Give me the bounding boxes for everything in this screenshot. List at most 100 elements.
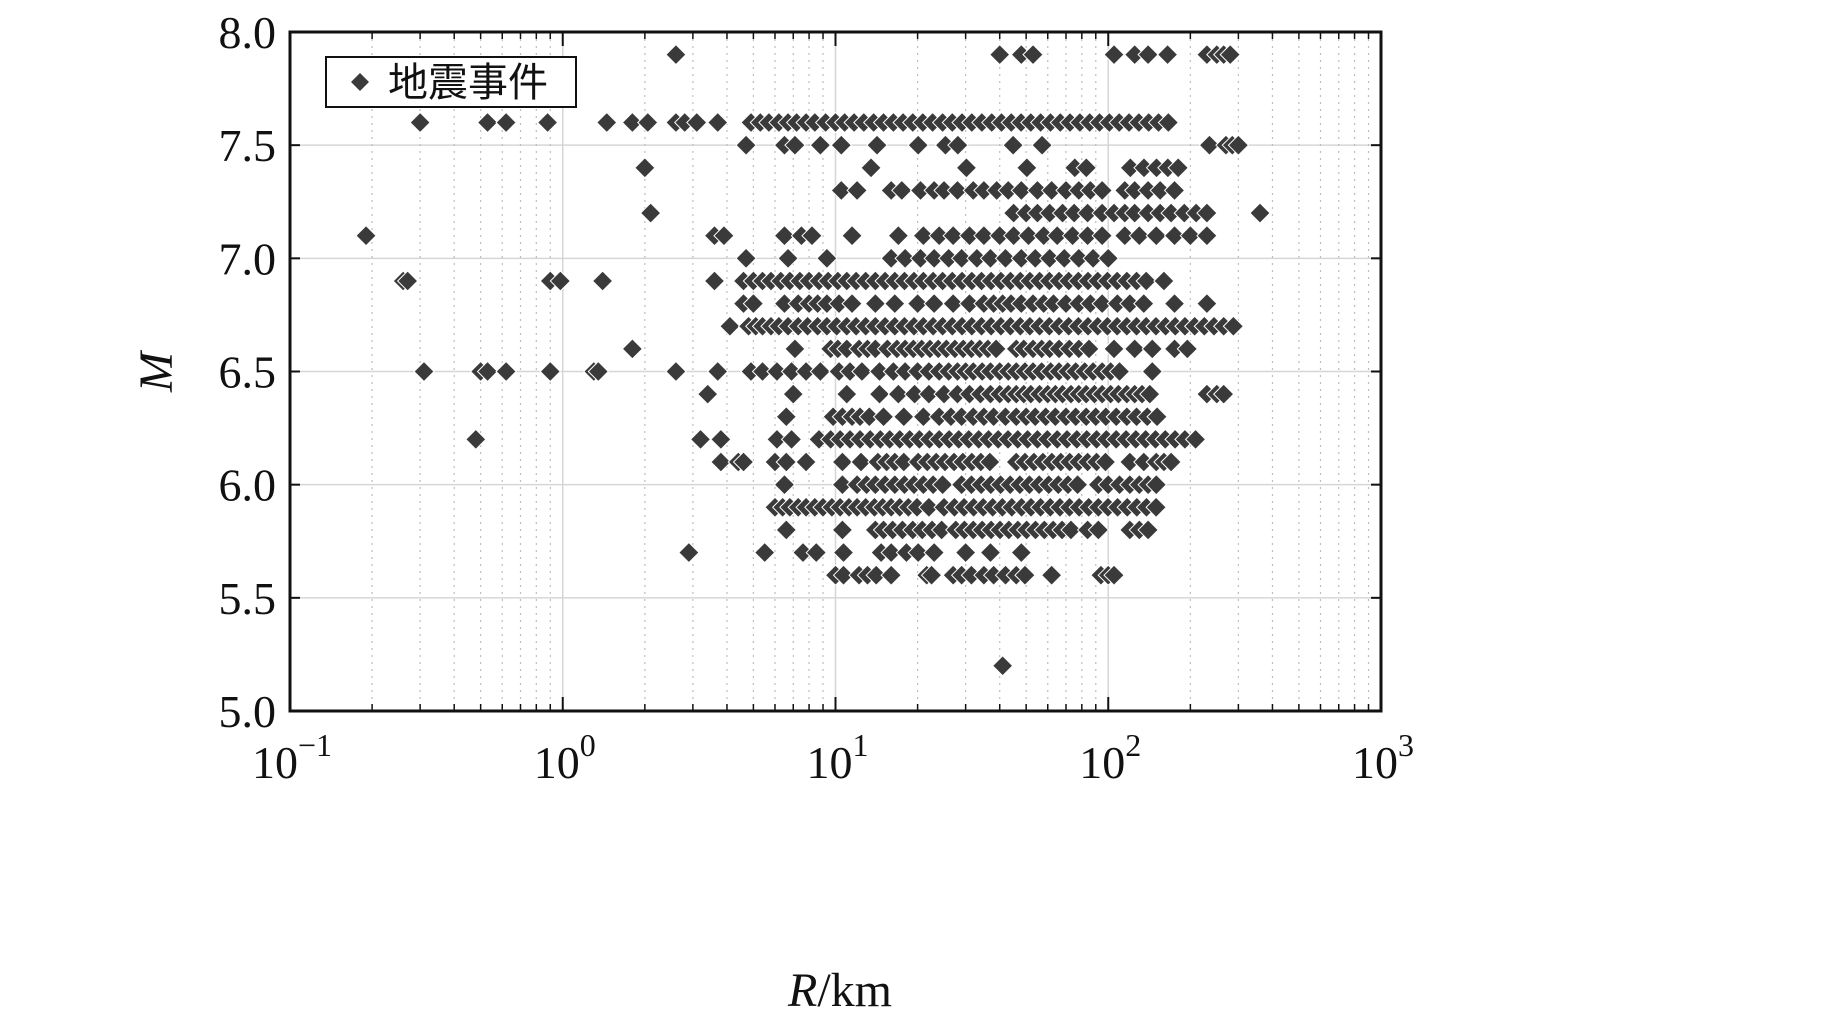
data-point — [1075, 157, 1098, 179]
y-tick-label: 7.0 — [219, 233, 277, 284]
data-point — [775, 519, 797, 541]
data-point — [1010, 541, 1033, 564]
data-point — [1179, 224, 1202, 247]
data-point — [1040, 564, 1063, 586]
data-point — [1196, 224, 1218, 247]
data-point — [816, 247, 838, 270]
data-point — [801, 224, 823, 247]
data-point — [1091, 224, 1113, 247]
data-point — [396, 270, 419, 292]
data-point — [954, 541, 977, 564]
data-point — [989, 43, 1011, 66]
data-point — [1167, 157, 1189, 179]
data-point — [979, 541, 1002, 564]
data-point — [355, 224, 377, 247]
data-point — [880, 564, 902, 586]
data-point — [795, 451, 817, 473]
data-point — [903, 383, 926, 405]
data-point — [846, 179, 868, 202]
data-point — [1139, 383, 1161, 405]
data-point — [931, 473, 954, 496]
data-point — [1153, 270, 1175, 292]
data-point — [809, 360, 832, 383]
data-points — [355, 43, 1271, 677]
data-point — [1060, 519, 1082, 541]
data-point — [1133, 292, 1155, 315]
data-point — [732, 451, 755, 473]
data-point — [923, 292, 945, 315]
data-point — [1002, 134, 1024, 156]
data-point — [1156, 43, 1179, 66]
data-point — [850, 451, 872, 473]
data-point — [809, 134, 832, 156]
x-tick-label: 102 — [1079, 727, 1141, 788]
data-point — [697, 383, 719, 405]
data-point — [894, 247, 916, 270]
data-point — [713, 224, 735, 247]
data-point — [942, 224, 964, 247]
data-point — [973, 224, 995, 247]
data-point — [1135, 270, 1157, 292]
data-point — [1212, 383, 1235, 405]
plot-frame — [288, 30, 1383, 713]
data-point — [621, 338, 644, 360]
data-point — [906, 292, 929, 315]
data-point — [1091, 292, 1113, 315]
data-point — [1014, 564, 1036, 586]
data-point — [1219, 43, 1241, 66]
x-axis-label-unit: /km — [817, 964, 892, 1017]
data-point — [742, 292, 765, 315]
data-point — [1022, 43, 1044, 66]
data-point — [1198, 134, 1221, 156]
data-point — [591, 270, 614, 292]
x-tick-label-base: 10 — [534, 737, 580, 788]
data-point — [596, 111, 618, 134]
data-point — [1016, 157, 1038, 179]
data-point — [1163, 179, 1186, 202]
data-point — [942, 292, 964, 315]
data-point — [1227, 134, 1250, 156]
data-point — [773, 473, 796, 496]
x-tick-label-exponent: 0 — [580, 727, 596, 763]
data-point — [587, 360, 610, 383]
data-point — [1094, 451, 1117, 473]
data-point — [887, 383, 910, 405]
data-point — [634, 157, 656, 179]
x-tick-label-exponent: 3 — [1398, 727, 1414, 763]
data-point — [773, 224, 796, 247]
data-point — [766, 360, 788, 383]
data-point — [1076, 202, 1099, 224]
data-point — [830, 179, 852, 202]
data-point — [751, 360, 774, 383]
data-point — [1053, 247, 1076, 270]
data-point — [476, 360, 499, 383]
data-point — [1002, 224, 1025, 247]
data-point — [1114, 224, 1136, 247]
x-tick-label-exponent: 1 — [853, 727, 869, 763]
data-point — [1137, 43, 1159, 66]
data-point — [947, 134, 969, 156]
data-point — [955, 157, 978, 179]
data-point — [735, 134, 757, 156]
data-point — [831, 451, 854, 473]
data-point — [1082, 247, 1104, 270]
data-point — [665, 43, 687, 66]
data-point — [1145, 473, 1167, 496]
y-tick-labels: 5.0 5.5 6.0 6.5 7.0 7.5 8.0 — [219, 7, 277, 737]
data-point — [1141, 360, 1163, 383]
data-point — [775, 451, 797, 473]
data-point — [782, 383, 804, 405]
data-point — [678, 541, 700, 564]
data-point — [958, 292, 981, 315]
y-tick-label: 5.5 — [219, 573, 277, 624]
data-point — [1091, 179, 1113, 202]
data-point — [735, 247, 757, 270]
data-point — [805, 541, 827, 564]
x-tick-label-base: 10 — [1352, 737, 1398, 788]
data-point — [1087, 519, 1110, 541]
data-point — [858, 406, 880, 428]
data-point — [710, 428, 732, 451]
legend-label: 地震事件 — [388, 60, 548, 106]
data-point — [689, 428, 712, 451]
